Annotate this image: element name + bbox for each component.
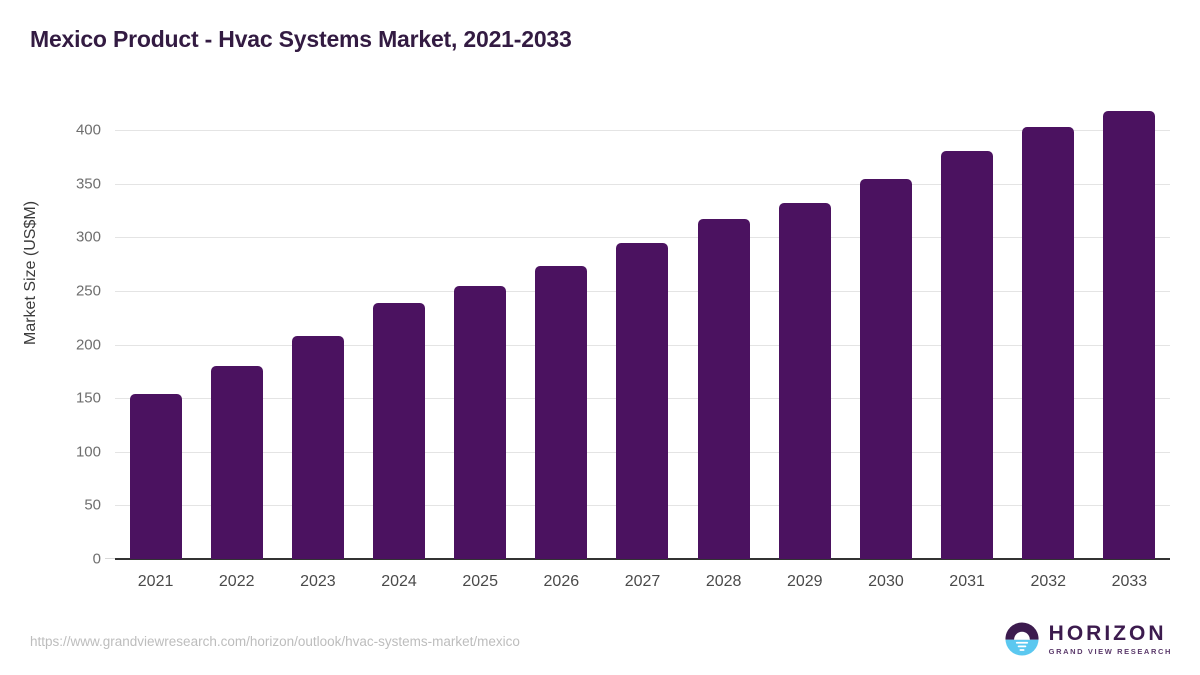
x-axis-tick-label: 2024 [381, 573, 417, 590]
y-axis-tick-label: 50 [84, 496, 101, 514]
y-axis-tick-label: 100 [75, 443, 101, 461]
brand-tagline: GRAND VIEW RESEARCH [1048, 646, 1172, 656]
x-axis-tick-label: 2028 [705, 573, 742, 590]
x-axis-tick-label: 2032 [1030, 573, 1067, 590]
y-axis-tick-label: 0 [92, 550, 101, 568]
x-axis-line [115, 558, 1170, 560]
x-axis-tick-label: 2023 [300, 573, 336, 590]
x-axis-tick-label: 2021 [137, 573, 174, 590]
bar-group: 2022 [196, 130, 277, 590]
gridline [115, 237, 1170, 239]
page-title: Mexico Product - Hvac Systems Market, 20… [30, 26, 572, 52]
bar[interactable] [859, 179, 912, 559]
bar[interactable] [373, 302, 426, 559]
x-axis-tick-label: 2030 [868, 573, 904, 590]
x-axis-tick-label: 2025 [462, 573, 498, 590]
bar-group: 2030 [845, 130, 926, 590]
x-axis-tick-label: 2026 [543, 573, 580, 590]
horizon-sun-circle-icon [1005, 622, 1039, 656]
bar-group: 2021 [115, 130, 196, 590]
brand-name: HORIZON [1048, 621, 1167, 645]
gridline [115, 130, 1170, 131]
x-axis-tick-label: 2033 [1111, 573, 1148, 590]
bar-group: 2028 [683, 130, 764, 590]
bar[interactable] [1103, 110, 1156, 559]
bar[interactable] [616, 242, 669, 559]
brand-text: HORIZON GRAND VIEW RESEARCH [1049, 623, 1172, 656]
bar[interactable] [697, 219, 750, 559]
x-axis-tick-label: 2029 [786, 573, 823, 590]
plot-area: 0 50 100 150 200 250 300 350 400 2021 2022 2023 202… [76, 110, 1170, 590]
x-axis-tick-label: 2027 [624, 573, 661, 590]
y-axis-tick-label: 250 [75, 282, 101, 300]
bar-group: 2032 [1008, 126, 1089, 590]
bar[interactable] [454, 285, 507, 559]
bar[interactable] [535, 266, 588, 559]
x-axis-tick-label: 2022 [218, 573, 255, 590]
y-axis-title: Market Size (US$M) [22, 200, 39, 345]
gridline [115, 183, 1170, 185]
bar-group: 2023 [277, 130, 358, 590]
x-axis-tick-label: 2031 [949, 573, 985, 590]
axis-tick [105, 558, 115, 559]
bar[interactable] [778, 202, 831, 559]
bar-group: 2026 [521, 130, 602, 590]
bar-group: 2027 [602, 130, 683, 590]
y-axis-tick-label: 350 [75, 175, 101, 193]
brand-logo: HORIZON GRAND VIEW RESEARCH [1004, 621, 1172, 657]
y-axis-tick-label: 300 [75, 228, 101, 246]
bar-group: 2033 [1089, 110, 1170, 590]
y-axis-tick-label: 150 [75, 389, 101, 407]
bar-group: 2029 [764, 130, 845, 590]
y-axis-tick-label: 200 [75, 336, 101, 353]
bar-group: 2025 [440, 130, 521, 590]
y-axis-tick-label: 400 [75, 121, 101, 139]
bar[interactable] [129, 393, 182, 559]
bar[interactable] [941, 151, 994, 559]
bar[interactable] [291, 335, 344, 559]
bar-group: 2031 [927, 130, 1008, 590]
bar-group: 2024 [358, 130, 439, 590]
bar[interactable] [210, 365, 263, 559]
bar-series: 2021 2022 2023 2024 2025 2026 2027 2028 2029 2030… [115, 110, 1170, 590]
bar[interactable] [1022, 126, 1075, 559]
source-url[interactable]: https://www.grandviewresearch.com/horizo… [30, 634, 520, 649]
